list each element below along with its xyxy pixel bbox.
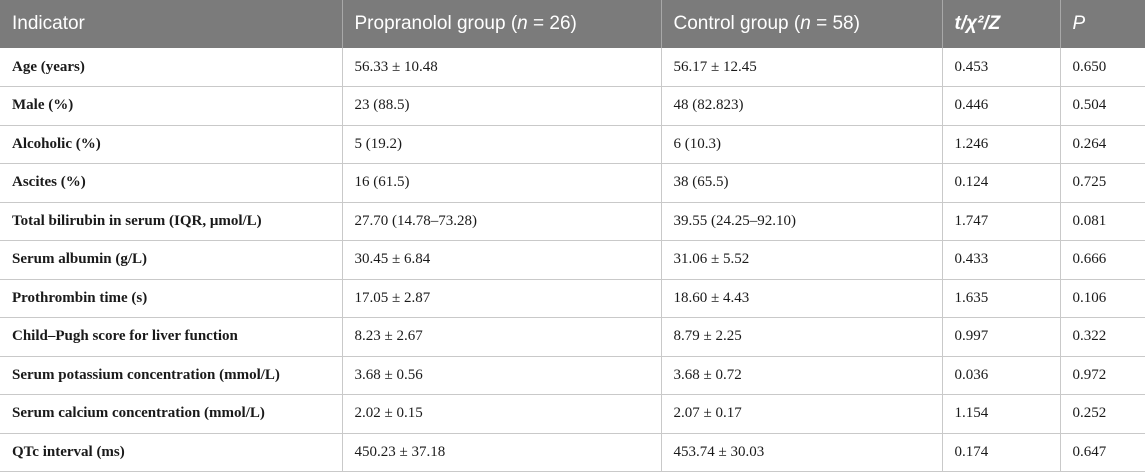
cell-p-value: 0.252 (1059, 394, 1145, 434)
cell-p-value: 0.647 (1059, 433, 1145, 472)
cell-propranolol-value: 23 (88.5) (341, 86, 661, 126)
cell-control-value: 31.06 ± 5.52 (660, 240, 942, 280)
cell-indicator: Male (%) (0, 86, 342, 126)
cell-propranolol-value: 16 (61.5) (341, 163, 661, 203)
cell-statistic: 0.446 (941, 86, 1060, 126)
cell-statistic: 0.433 (941, 240, 1060, 280)
cell-propranolol-value: 450.23 ± 37.18 (341, 433, 661, 472)
header-control-n: n (800, 13, 811, 34)
cell-indicator: Serum potassium concentration (mmol/L) (0, 356, 342, 395)
table-row: Total bilirubin in serum (IQR, μmol/L) 27… (0, 202, 1145, 241)
cell-control-value: 453.74 ± 30.03 (660, 433, 942, 472)
cell-p-value: 0.972 (1059, 356, 1145, 395)
header-control-group: Control group (n = 58) (660, 0, 942, 48)
table-row: Alcoholic (%) 5 (19.2) 6 (10.3) 1.246 0.264 (0, 125, 1145, 164)
cell-propranolol-value: 2.02 ± 0.15 (341, 394, 661, 434)
cell-p-value: 0.106 (1059, 279, 1145, 318)
cell-control-value: 39.55 (24.25–92.10) (660, 202, 942, 241)
header-control-suffix: = 58) (810, 13, 860, 34)
cell-propranolol-value: 56.33 ± 10.48 (341, 48, 661, 87)
header-propranolol-prefix: Propranolol group ( (354, 13, 518, 34)
cell-indicator: Prothrombin time (s) (0, 279, 342, 318)
cell-p-value: 0.322 (1059, 317, 1145, 357)
cell-p-value: 0.504 (1059, 86, 1145, 126)
table-row: QTc interval (ms) 450.23 ± 37.18 453.74 ± … (0, 433, 1145, 472)
cell-indicator: Alcoholic (%) (0, 125, 342, 164)
cell-control-value: 6 (10.3) (660, 125, 942, 164)
header-statistic: t/χ²/Z (941, 0, 1060, 48)
cell-indicator: Ascites (%) (0, 163, 342, 203)
cell-indicator: Child–Pugh score for liver function (0, 317, 342, 357)
cell-control-value: 3.68 ± 0.72 (660, 356, 942, 395)
header-p-value: P (1059, 0, 1145, 48)
cell-propranolol-value: 30.45 ± 6.84 (341, 240, 661, 280)
header-propranolol-group: Propranolol group (n = 26) (341, 0, 661, 48)
cell-statistic: 0.036 (941, 356, 1060, 395)
cell-p-value: 0.666 (1059, 240, 1145, 280)
table-row: Child–Pugh score for liver function 8.23 … (0, 317, 1145, 357)
table-row: Prothrombin time (s) 17.05 ± 2.87 18.60 ± … (0, 279, 1145, 318)
cell-control-value: 56.17 ± 12.45 (660, 48, 942, 87)
cell-statistic: 1.246 (941, 125, 1060, 164)
table-header-row: Indicator Propranolol group (n = 26) Con… (0, 0, 1145, 48)
cell-propranolol-value: 5 (19.2) (341, 125, 661, 164)
table-row: Ascites (%) 16 (61.5) 38 (65.5) 0.124 0.725 (0, 163, 1145, 203)
cell-p-value: 0.650 (1059, 48, 1145, 87)
header-propranolol-n: n (517, 13, 528, 34)
header-propranolol-suffix: = 26) (527, 13, 577, 34)
table-body: Age (years) 56.33 ± 10.48 56.17 ± 12.45 0.4… (0, 48, 1145, 472)
cell-statistic: 1.635 (941, 279, 1060, 318)
cell-propranolol-value: 8.23 ± 2.67 (341, 317, 661, 357)
table-row: Serum calcium concentration (mmol/L) 2.02… (0, 394, 1145, 434)
table-row: Male (%) 23 (88.5) 48 (82.823) 0.446 0.504 (0, 86, 1145, 126)
cell-control-value: 38 (65.5) (660, 163, 942, 203)
table-row: Serum albumin (g/L) 30.45 ± 6.84 31.06 ± 5… (0, 240, 1145, 280)
cell-indicator: Age (years) (0, 48, 342, 87)
header-statistic-label: t/χ²/Z (954, 13, 1001, 34)
cell-control-value: 8.79 ± 2.25 (660, 317, 942, 357)
cell-indicator: Serum albumin (g/L) (0, 240, 342, 280)
cell-indicator: QTc interval (ms) (0, 433, 342, 472)
cell-propranolol-value: 3.68 ± 0.56 (341, 356, 661, 395)
cell-statistic: 0.997 (941, 317, 1060, 357)
header-p-label: P (1072, 13, 1086, 34)
cell-propranolol-value: 17.05 ± 2.87 (341, 279, 661, 318)
table-row: Age (years) 56.33 ± 10.48 56.17 ± 12.45 0.4… (0, 48, 1145, 87)
header-indicator: Indicator (12, 13, 85, 34)
cell-statistic: 0.124 (941, 163, 1060, 203)
cell-indicator: Serum calcium concentration (mmol/L) (0, 394, 342, 434)
cell-p-value: 0.264 (1059, 125, 1145, 164)
cell-p-value: 0.725 (1059, 163, 1145, 203)
cell-p-value: 0.081 (1059, 202, 1145, 241)
header-control-prefix: Control group ( (673, 13, 801, 34)
cell-control-value: 2.07 ± 0.17 (660, 394, 942, 434)
cell-statistic: 0.174 (941, 433, 1060, 472)
cell-statistic: 1.154 (941, 394, 1060, 434)
table-row: Serum potassium concentration (mmol/L) 3.… (0, 356, 1145, 395)
cell-indicator: Total bilirubin in serum (IQR, μmol/L) (0, 202, 342, 241)
cell-propranolol-value: 27.70 (14.78–73.28) (341, 202, 661, 241)
cell-statistic: 0.453 (941, 48, 1060, 87)
cell-control-value: 18.60 ± 4.43 (660, 279, 942, 318)
cell-control-value: 48 (82.823) (660, 86, 942, 126)
cell-statistic: 1.747 (941, 202, 1060, 241)
